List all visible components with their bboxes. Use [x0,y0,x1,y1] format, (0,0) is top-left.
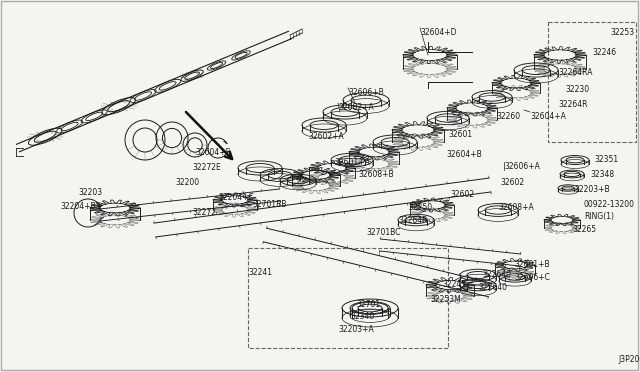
Text: 32604+E: 32604+E [195,148,230,157]
Text: 32264R: 32264R [558,100,588,109]
Text: 32264RA: 32264RA [558,68,593,77]
Text: 32241: 32241 [248,268,272,277]
Text: 32250: 32250 [408,203,432,212]
Text: 32602: 32602 [500,178,524,187]
Text: 32601+A: 32601+A [334,158,370,167]
Text: 32264R: 32264R [398,216,428,225]
Text: 32340: 32340 [350,312,374,321]
Bar [548,22,636,142]
Text: 32203+B: 32203+B [574,185,610,194]
Text: 322640: 322640 [482,270,511,279]
Bar [248,248,448,348]
Text: 32602+A: 32602+A [338,103,374,112]
Text: 32604+A: 32604+A [530,112,566,121]
Text: 32272: 32272 [192,208,216,217]
Text: 32203: 32203 [78,188,102,197]
Text: 32601: 32601 [448,130,472,139]
Text: 32604+D: 32604+D [420,28,456,37]
Text: 32701: 32701 [356,300,380,309]
Text: 32701BB: 32701BB [252,200,286,209]
Text: 32701BC: 32701BC [366,228,401,237]
Text: 32272E: 32272E [192,163,221,172]
Text: 32602+A: 32602+A [308,132,344,141]
Text: 32606+B: 32606+B [348,88,384,97]
Text: RING(1): RING(1) [584,212,614,221]
Text: 32604+B: 32604+B [446,150,482,159]
Text: 00922-13200: 00922-13200 [584,200,635,209]
Text: 32260: 32260 [496,112,520,121]
Text: 32606+C: 32606+C [514,273,550,282]
Text: 32204+B: 32204+B [60,202,95,211]
Text: 32608+A: 32608+A [498,203,534,212]
Text: 32265: 32265 [572,225,596,234]
Text: 32203+A: 32203+A [338,325,374,334]
Text: 32253: 32253 [610,28,634,37]
Text: 32245: 32245 [442,280,466,289]
Text: 32351: 32351 [594,155,618,164]
Text: 32253M: 32253M [430,295,461,304]
Text: 32348: 32348 [590,170,614,179]
Text: 32601+B: 32601+B [514,260,550,269]
Text: 32200: 32200 [175,178,199,187]
Text: 32608+B: 32608+B [358,170,394,179]
Text: 32230: 32230 [565,85,589,94]
Text: J3P20070: J3P20070 [618,355,640,364]
Text: 32606+A: 32606+A [504,162,540,171]
Text: 32602: 32602 [450,190,474,199]
Text: 32246: 32246 [592,48,616,57]
Text: 32204+C: 32204+C [218,193,253,202]
Text: 322640: 322640 [478,283,507,292]
